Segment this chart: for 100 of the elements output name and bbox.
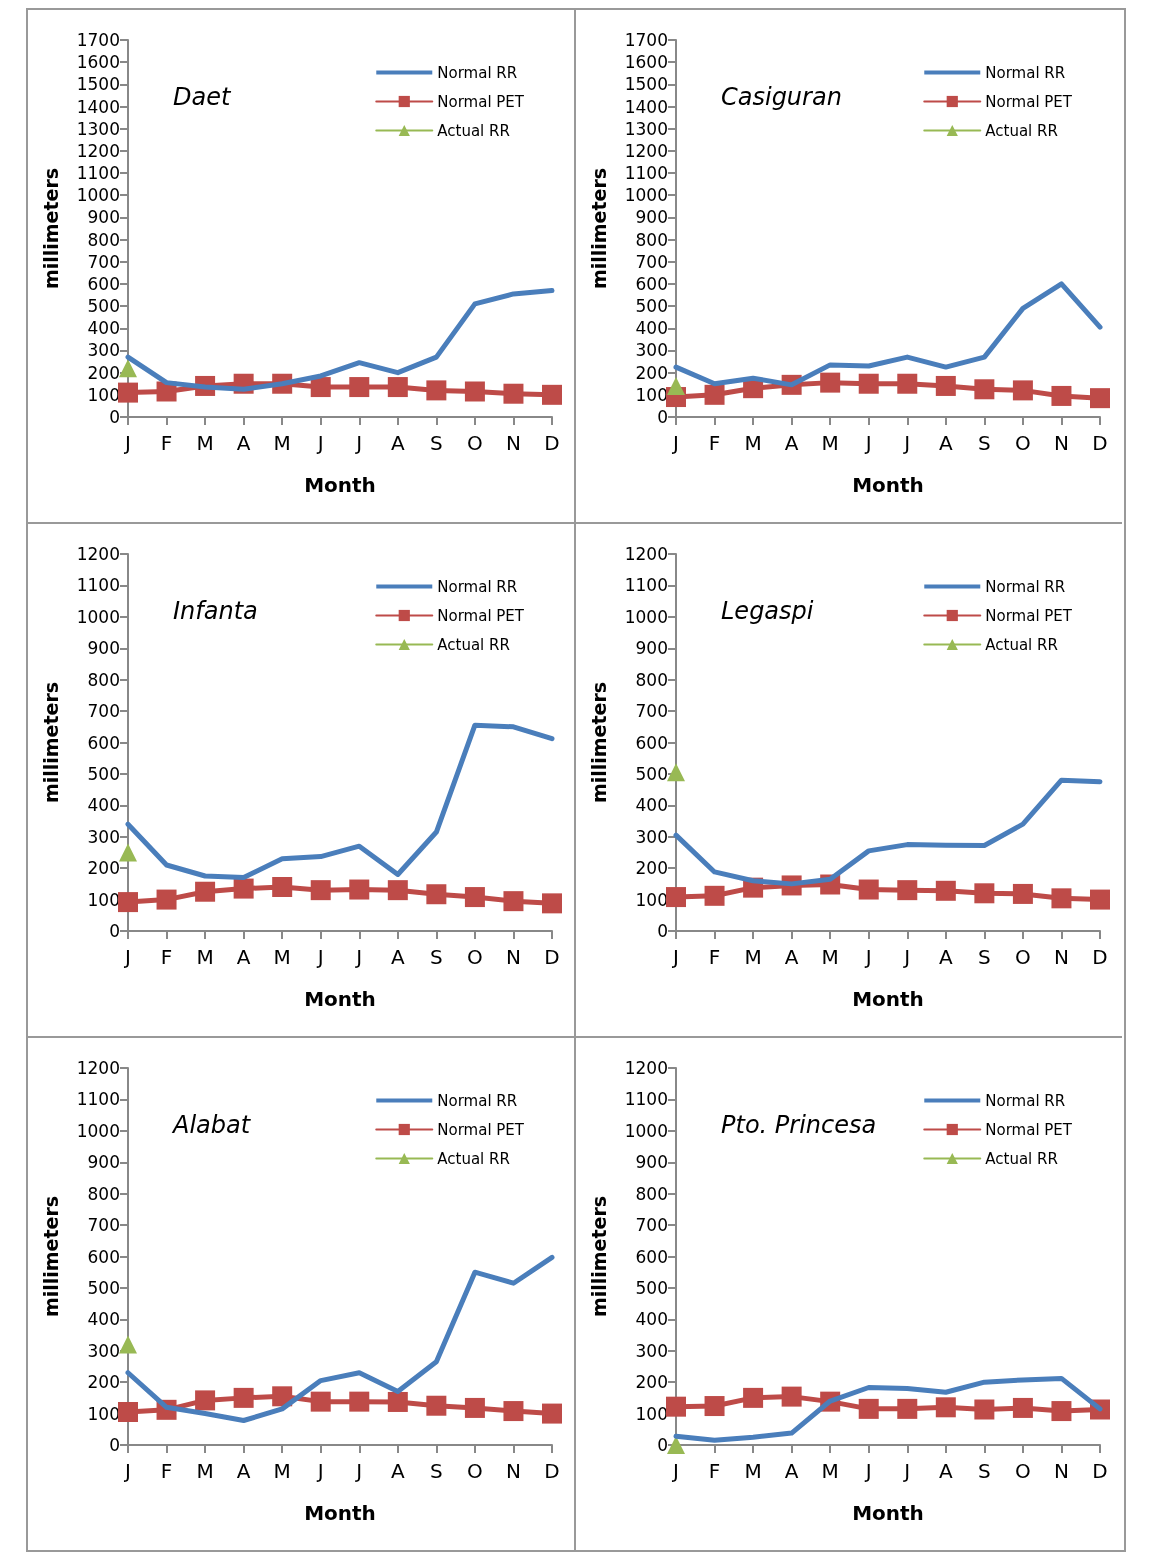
text: Infanta [173, 597, 258, 625]
y-tick-label: 1300 [76, 118, 120, 139]
y-tick-label: 900 [87, 207, 120, 228]
y-tick-label: 700 [87, 701, 120, 722]
x-tick-label: F [160, 945, 173, 969]
x-tick-label: J [671, 945, 679, 969]
x-tick-label: O [1015, 1459, 1031, 1483]
legend-label: Normal RR [437, 1091, 518, 1110]
y-tick-label: 300 [87, 1340, 120, 1361]
x-tick-label: D [544, 1459, 560, 1483]
y-tick-label: 400 [635, 318, 668, 339]
y-tick-label: 300 [87, 826, 120, 847]
x-tick-label: S [978, 945, 991, 969]
y-axis-title: millimeters [39, 167, 62, 290]
x-axis-title: Month [852, 473, 924, 497]
y-tick-label: 1600 [624, 52, 668, 73]
y-tick-label: 1200 [76, 1058, 120, 1078]
x-tick-label: O [467, 945, 483, 969]
y-tick-label: 1000 [76, 606, 120, 627]
x-tick-label: A [390, 431, 405, 455]
x-tick-label: N [1053, 945, 1069, 969]
y-tick-label: 700 [87, 1215, 120, 1236]
x-tick-label: O [467, 1459, 483, 1483]
y-tick-label: 600 [87, 273, 120, 294]
x-tick-label: F [708, 431, 721, 455]
y-tick-label: 500 [635, 763, 668, 784]
x-axis-title: Month [852, 987, 924, 1011]
x-tick-label: S [978, 1459, 991, 1483]
x-tick-label: J [354, 1459, 363, 1483]
y-tick-label: 300 [87, 340, 120, 361]
y-tick-label: 500 [635, 296, 668, 317]
y-tick-label: 100 [635, 384, 668, 405]
text: Casiguran [721, 83, 842, 111]
x-tick-label: A [236, 431, 251, 455]
y-tick-label: 100 [87, 889, 120, 910]
x-tick-label: J [902, 431, 911, 455]
y-tick-label: 1200 [76, 544, 120, 564]
x-tick-label: J [315, 945, 324, 969]
y-tick-label: 600 [87, 732, 120, 753]
y-tick-label: 1700 [624, 30, 668, 50]
y-tick-label: 800 [635, 229, 668, 250]
x-tick-label: J [671, 1459, 679, 1483]
y-tick-label: 300 [635, 826, 668, 847]
y-tick-label: 1100 [76, 163, 120, 184]
x-tick-label: J [315, 431, 324, 455]
y-tick-label: 300 [635, 340, 668, 361]
y-tick-label: 900 [87, 638, 120, 659]
x-tick-label: M [196, 945, 214, 969]
y-tick-label: 1200 [624, 544, 668, 564]
y-tick-label: 200 [635, 1372, 668, 1393]
x-tick-label: F [708, 1459, 721, 1483]
y-tick-label: 200 [635, 362, 668, 383]
legend-label: Normal RR [985, 577, 1066, 596]
y-tick-label: 1100 [76, 575, 120, 596]
x-tick-label: M [273, 1459, 291, 1483]
y-axis-title: millimeters [587, 1195, 610, 1318]
y-tick-label: 300 [635, 1340, 668, 1361]
x-tick-label: S [430, 431, 443, 455]
y-tick-label: 0 [657, 407, 668, 427]
x-tick-label: D [1092, 945, 1108, 969]
x-tick-label: N [505, 1459, 521, 1483]
x-tick-label: A [938, 431, 953, 455]
y-axis-title: millimeters [39, 681, 62, 804]
y-tick-label: 1400 [76, 96, 120, 117]
y-tick-label: 900 [635, 207, 668, 228]
x-tick-label: N [1053, 431, 1069, 455]
legend-label: Normal RR [985, 63, 1066, 82]
x-tick-label: M [821, 431, 839, 455]
x-tick-label: M [744, 945, 762, 969]
y-tick-label: 800 [87, 1183, 120, 1204]
y-tick-label: 1400 [624, 96, 668, 117]
x-tick-label: A [784, 1459, 799, 1483]
x-tick-label: O [1015, 431, 1031, 455]
y-tick-label: 200 [87, 362, 120, 383]
y-tick-label: 100 [635, 889, 668, 910]
x-tick-label: J [863, 1459, 872, 1483]
y-tick-label: 700 [635, 701, 668, 722]
y-tick-label: 0 [657, 1435, 668, 1455]
legend-label: Normal RR [437, 63, 518, 82]
y-tick-label: 1000 [624, 1120, 668, 1141]
legend-label: Normal PET [437, 92, 525, 111]
x-tick-label: N [1053, 1459, 1069, 1483]
y-tick-label: 700 [87, 251, 120, 272]
x-tick-label: M [744, 1459, 762, 1483]
y-tick-label: 700 [635, 251, 668, 272]
legend-label: Normal PET [985, 1120, 1073, 1139]
y-tick-label: 100 [87, 1403, 120, 1424]
y-tick-label: 900 [635, 1152, 668, 1173]
y-tick-label: 1000 [76, 1120, 120, 1141]
y-tick-label: 100 [87, 384, 120, 405]
legend-label: Actual RR [437, 635, 510, 654]
x-tick-label: A [390, 1459, 405, 1483]
x-tick-label: J [354, 945, 363, 969]
x-tick-label: J [354, 431, 363, 455]
x-tick-label: D [1092, 1459, 1108, 1483]
y-tick-label: 1500 [624, 74, 668, 95]
y-axis-title: millimeters [587, 681, 610, 804]
x-tick-label: A [236, 1459, 251, 1483]
x-tick-label: O [467, 431, 483, 455]
x-tick-label: M [821, 1459, 839, 1483]
